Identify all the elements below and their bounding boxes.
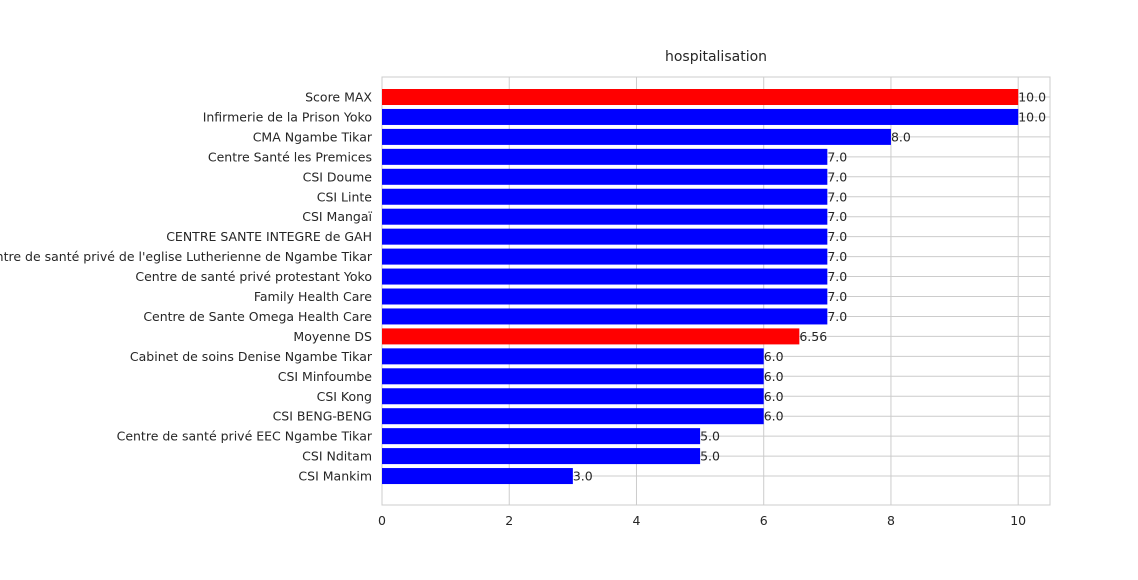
bar-value-label: 6.0: [764, 409, 784, 424]
y-tick-label: CSI Nditam: [302, 449, 372, 464]
x-tick-label: 8: [887, 513, 895, 528]
y-tick-label: Centre Santé les Premices: [208, 149, 372, 164]
y-tick-label: Moyenne DS: [293, 329, 372, 344]
bar-value-label: 7.0: [827, 309, 847, 324]
bar-value-label: 3.0: [573, 469, 593, 484]
y-tick-label: CSI Minfoumbe: [278, 369, 373, 384]
bars-layer: [382, 89, 1019, 485]
bar: [382, 388, 764, 405]
y-tick-label: Centre de santé privé protestant Yoko: [135, 269, 372, 284]
y-tick-label: Infirmerie de la Prison Yoko: [203, 109, 372, 124]
bar-value-label: 7.0: [827, 289, 847, 304]
bar: [382, 288, 828, 305]
y-tick-label: Family Health Care: [254, 289, 372, 304]
y-tick-label: CSI Mankim: [298, 469, 372, 484]
bar-value-label: 7.0: [827, 269, 847, 284]
bar-value-label: 5.0: [700, 429, 720, 444]
bar: [382, 448, 701, 465]
bar: [382, 108, 1019, 125]
bar-value-label: 7.0: [827, 149, 847, 164]
x-tick-label: 0: [378, 513, 386, 528]
bar: [382, 308, 828, 325]
bar-value-label: 10.0: [1018, 90, 1046, 105]
bar-value-label: 5.0: [700, 449, 720, 464]
bar-value-label: 6.56: [799, 329, 827, 344]
y-tick-label: Centre de Sante Omega Health Care: [143, 309, 372, 324]
bar-value-label: 7.0: [827, 169, 847, 184]
bar: [382, 368, 764, 385]
bar: [382, 128, 891, 145]
bar: [382, 148, 828, 165]
bar-value-label: 7.0: [827, 229, 847, 244]
bar: [382, 348, 764, 365]
x-tick-label: 10: [1010, 513, 1026, 528]
y-tick-label: Centre de santé privé EEC Ngambe Tikar: [117, 429, 373, 444]
bar-value-label: 7.0: [827, 189, 847, 204]
y-tick-label: Centre de santé privé de l'eglise Luther…: [0, 249, 373, 264]
y-tick-label: CSI Linte: [317, 189, 373, 204]
bar: [382, 89, 1019, 105]
x-tick-label: 2: [505, 513, 513, 528]
y-tick-labels: Score MAX Infirmerie de la Prison Yoko CMA…: [0, 90, 373, 484]
bar: [382, 328, 800, 345]
bar-value-label: 6.0: [764, 389, 784, 404]
bar-value-label: 6.0: [764, 369, 784, 384]
y-tick-label: CSI Doume: [303, 169, 373, 184]
x-tick-labels: 0 2 4 6 8 10: [378, 513, 1026, 528]
y-tick-label: Score MAX: [305, 90, 372, 105]
chart-title: hospitalisation: [665, 49, 767, 65]
y-tick-label: CMA Ngambe Tikar: [253, 129, 373, 144]
x-tick-label: 4: [632, 513, 640, 528]
x-tick-label: 6: [760, 513, 768, 528]
y-tick-label: CSI Kong: [317, 389, 372, 404]
bar: [382, 168, 828, 185]
bar: [382, 208, 828, 225]
bar: [382, 188, 828, 205]
bar-value-label: 6.0: [764, 349, 784, 364]
bar-value-labels: 10.010.08.07.07.07.07.07.07.07.07.07.06.…: [573, 90, 1046, 484]
y-tick-label: CSI Mangaï: [302, 209, 372, 224]
bar-value-label: 7.0: [827, 249, 847, 264]
bar: [382, 228, 828, 245]
bar: [382, 468, 573, 485]
bar-value-label: 8.0: [891, 129, 911, 144]
y-tick-label: Cabinet de soins Denise Ngambe Tikar: [130, 349, 373, 364]
bar-value-label: 10.0: [1018, 109, 1046, 124]
y-tick-label: CENTRE SANTE INTEGRE de GAH: [166, 229, 372, 244]
bar: [382, 248, 828, 265]
bar: [382, 268, 828, 285]
y-tick-label: CSI BENG-BENG: [273, 409, 372, 424]
bar-value-label: 7.0: [827, 209, 847, 224]
bar: [382, 428, 701, 445]
bar: [382, 408, 764, 425]
